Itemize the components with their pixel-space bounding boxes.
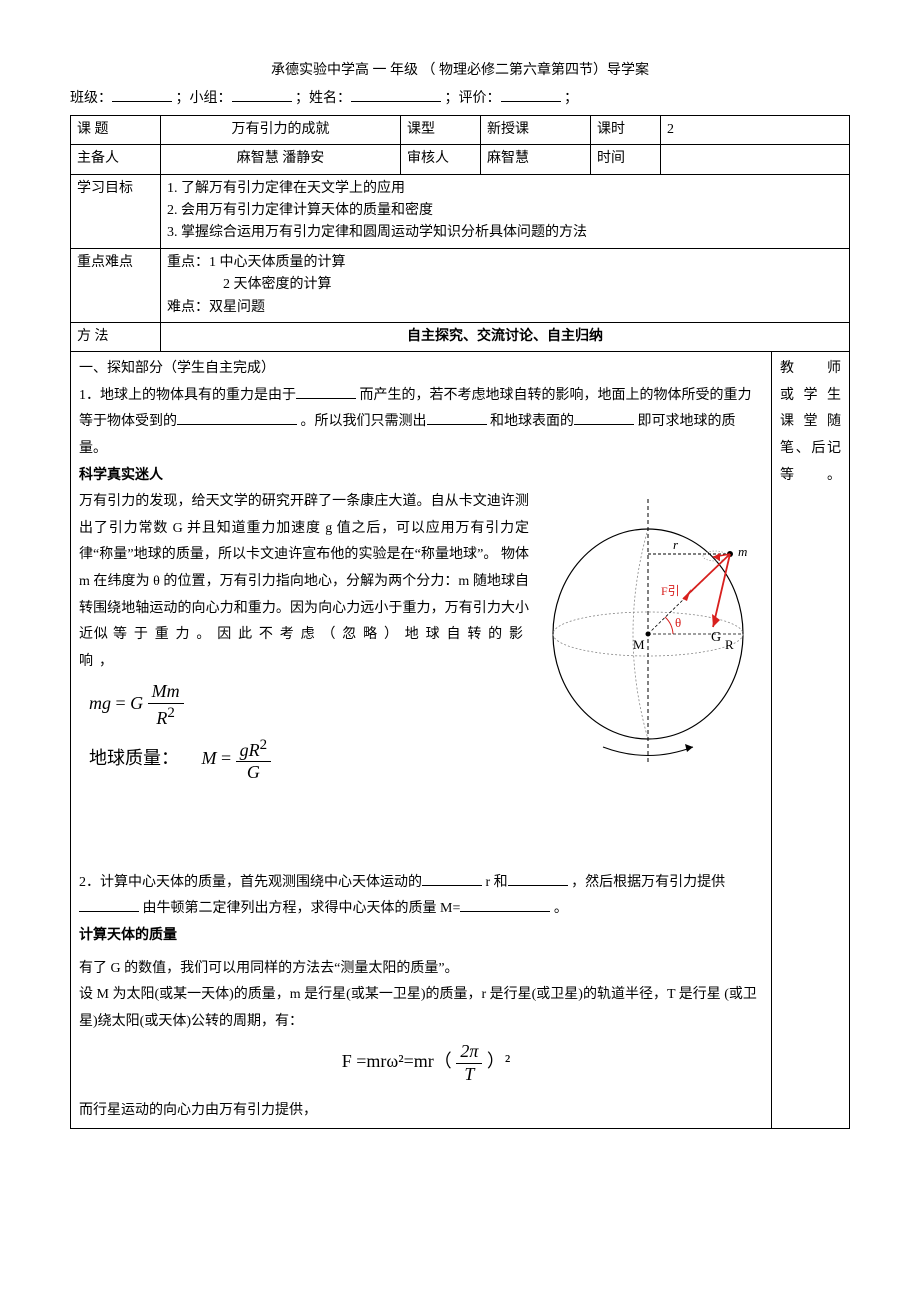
heading-science: 科学真实迷人 [79, 463, 763, 490]
cell-author: 麻智慧 潘静安 [161, 145, 401, 174]
table-row: 主备人 麻智慧 潘静安 审核人 麻智慧 时间 [71, 145, 850, 174]
name-blank[interactable] [351, 88, 441, 102]
table-row: 重点难点 重点：1 中心天体质量的计算 2 天体密度的计算 难点：双星问题 [71, 248, 850, 322]
notes-5: 等。 [780, 468, 841, 483]
p3b: r 和 [486, 875, 508, 890]
blank[interactable] [79, 898, 139, 912]
notes-3: 课堂随 [780, 414, 841, 429]
table-row: 学习目标 1. 了解万有引力定律在天文学上的应用 2. 会用万有引力定律计算天体… [71, 174, 850, 248]
cell-reviewer-label: 审核人 [401, 145, 481, 174]
cell-time [661, 145, 850, 174]
cell-type: 新授课 [481, 115, 591, 144]
cell-period: 2 [661, 115, 850, 144]
para-6: 而行星运动的向心力由万有引力提供， [79, 1098, 763, 1125]
class-blank[interactable] [112, 88, 172, 102]
para-1: 1．地球上的物体具有的重力是由于 而产生的，若不考虑地球自转的影响，地面上的物体… [79, 383, 763, 463]
p3c: ，然后根据万有引力提供 [571, 875, 725, 890]
mass-label: 地球质量： [89, 748, 179, 768]
meta-table: 课 题 万有引力的成就 课型 新授课 课时 2 主备人 麻智慧 潘静安 审核人 … [70, 115, 850, 353]
notes-2: 或学生 [780, 388, 841, 403]
cell-focus-label: 重点难点 [71, 248, 161, 322]
blank[interactable] [508, 872, 568, 886]
label-Fyin: F引 [661, 584, 680, 598]
cell-goal: 1. 了解万有引力定律在天文学上的应用 2. 会用万有引力定律计算天体的质量和密… [161, 174, 850, 248]
goal-3: 3. 掌握综合运用万有引力定律和圆周运动学知识分析具体问题的方法 [167, 225, 587, 240]
notes-4: 笔、后记 [780, 441, 841, 456]
focus-3: 难点：双星问题 [167, 300, 265, 315]
cell-method: 自主探究、交流讨论、自主归纳 [161, 322, 850, 351]
blank[interactable] [296, 385, 356, 399]
focus-2: 2 天体密度的计算 [167, 277, 332, 292]
p1c: 。所以我们只需测出 [301, 414, 427, 429]
p2b: 等于重力。因此不考虑（忽略）地球自转的影响， [79, 627, 529, 669]
para-3: 2．计算中心天体的质量，首先观测围绕中心天体运动的 r 和 ，然后根据万有引力提… [79, 870, 763, 923]
p2a: 万有引力的发现，给天文学的研究开辟了一条康庄大道。自从卡文迪许测出了引力常数 G… [79, 494, 529, 642]
name-label: ；姓名： [295, 91, 351, 106]
label-R: R [725, 637, 734, 652]
notes-cell: 教师 或学生 课堂随 笔、后记 等。 [772, 352, 850, 1128]
blank[interactable] [460, 898, 550, 912]
p1d: 和地球表面的 [490, 414, 574, 429]
earth-diagram: M m r F引 [533, 489, 763, 769]
table-row: 方 法 自主探究、交流讨论、自主归纳 [71, 322, 850, 351]
group-blank[interactable] [232, 88, 292, 102]
focus-1: 重点：1 中心天体质量的计算 [167, 255, 346, 270]
blank[interactable] [422, 872, 482, 886]
label-theta: θ [675, 615, 681, 630]
cell-goal-label: 学习目标 [71, 174, 161, 248]
cell-reviewer: 麻智慧 [481, 145, 591, 174]
goal-1: 1. 了解万有引力定律在天文学上的应用 [167, 181, 405, 196]
eval-label: ；评价： [445, 91, 501, 106]
blank[interactable] [574, 411, 634, 425]
cell-method-label: 方 法 [71, 322, 161, 351]
notes-1: 教师 [780, 361, 841, 376]
label-m: m [738, 544, 747, 559]
header-tail: ； [564, 91, 578, 106]
cell-period-label: 课时 [591, 115, 661, 144]
label-M: M [633, 637, 645, 652]
blank[interactable] [427, 411, 487, 425]
cell-type-label: 课型 [401, 115, 481, 144]
heading-calc-mass: 计算天体的质量 [79, 923, 763, 950]
cell-focus: 重点：1 中心天体质量的计算 2 天体密度的计算 难点：双星问题 [161, 248, 850, 322]
cell-author-label: 主备人 [71, 145, 161, 174]
p1a: 1．地球上的物体具有的重力是由于 [79, 388, 296, 403]
para-5: 设 M 为太阳(或某一天体)的质量，m 是行星(或某一卫星)的质量，r 是行星(… [79, 982, 763, 1035]
formula-right: ）² [487, 1052, 510, 1072]
body-table: 一、探知部分（学生自主完成） 1．地球上的物体具有的重力是由于 而产生的，若不考… [70, 352, 850, 1129]
cell-topic: 万有引力的成就 [161, 115, 401, 144]
table-row: 一、探知部分（学生自主完成） 1．地球上的物体具有的重力是由于 而产生的，若不考… [71, 352, 850, 1128]
formula-left: F =mrω²=mr（ [342, 1052, 452, 1072]
header-line: 班级： ；小组： ；姓名： ；评价： ； [70, 88, 850, 110]
group-label: ；小组： [176, 91, 232, 106]
p3e: 。 [554, 901, 568, 916]
cell-time-label: 时间 [591, 145, 661, 174]
class-label: 班级： [70, 91, 112, 106]
eval-blank[interactable] [501, 88, 561, 102]
formula-F: F =mrω²=mr（ 2πT ）² [89, 1041, 763, 1085]
section1-title: 一、探知部分（学生自主完成） [79, 356, 763, 383]
p3d: 由牛顿第二定律列出方程，求得中心天体的质量 M= [143, 901, 461, 916]
label-r: r [673, 537, 679, 552]
label-G: G [711, 630, 721, 645]
content-cell: 一、探知部分（学生自主完成） 1．地球上的物体具有的重力是由于 而产生的，若不考… [71, 352, 772, 1128]
blank[interactable] [177, 411, 297, 425]
cell-topic-label: 课 题 [71, 115, 161, 144]
para-4: 有了 G 的数值，我们可以用同样的方法去“测量太阳的质量”。 [79, 956, 763, 983]
table-row: 课 题 万有引力的成就 课型 新授课 课时 2 [71, 115, 850, 144]
page-title: 承德实验中学高 一 年级 （ 物理必修二第六章第四节）导学案 [70, 60, 850, 82]
goal-2: 2. 会用万有引力定律计算天体的质量和密度 [167, 203, 433, 218]
p3a: 2．计算中心天体的质量，首先观测围绕中心天体运动的 [79, 875, 422, 890]
